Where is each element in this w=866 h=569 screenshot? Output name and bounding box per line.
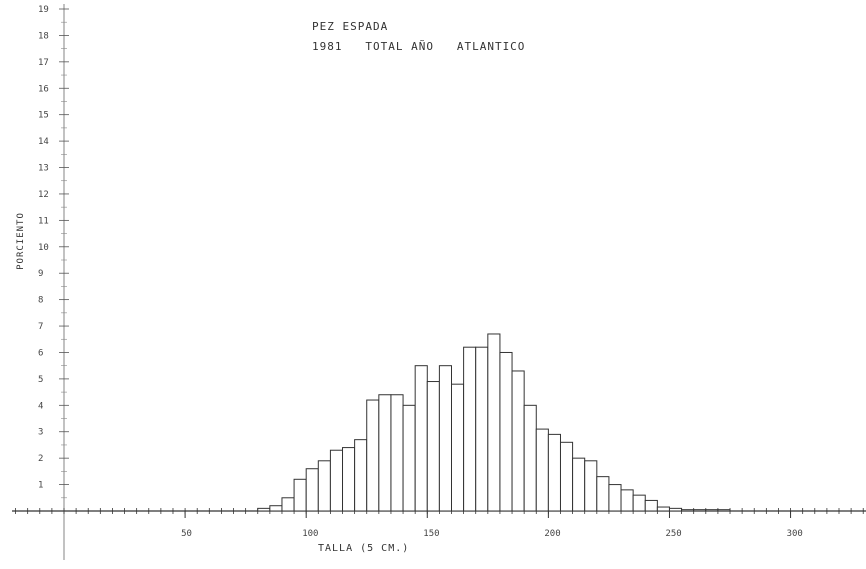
y-tick-label: 5 — [38, 375, 43, 385]
chart-subtitle: 1981 TOTAL AÑO ATLANTICO — [312, 40, 526, 53]
x-tick-label: 50 — [181, 529, 192, 539]
histogram-bar — [426, 381, 440, 512]
histogram-bar — [463, 346, 477, 512]
histogram-bar — [487, 333, 501, 512]
y-tick-label: 2 — [38, 454, 43, 464]
histogram-bar — [475, 346, 489, 512]
y-tick-label: 6 — [38, 348, 43, 358]
y-tick-label: 10 — [38, 243, 49, 253]
chart-title: PEZ ESPADA — [312, 20, 389, 33]
histogram-bar — [693, 509, 707, 512]
histogram-bar — [535, 428, 549, 512]
histogram-bar — [378, 394, 392, 512]
histogram-bar — [414, 365, 428, 512]
histogram-bar — [547, 433, 561, 512]
y-tick-label: 16 — [38, 84, 49, 94]
x-tick-label: 200 — [544, 529, 560, 539]
x-tick-label: 300 — [787, 529, 803, 539]
x-tick-label: 150 — [423, 529, 439, 539]
histogram-bar — [293, 478, 307, 512]
histogram-bar — [329, 449, 344, 512]
histogram-bar — [596, 476, 610, 512]
y-tick-label: 14 — [38, 137, 49, 147]
histogram-bar — [572, 457, 586, 512]
histogram-bar — [402, 404, 416, 512]
histogram-bar — [681, 509, 695, 512]
histogram-bar — [281, 497, 295, 512]
y-tick-label: 8 — [38, 296, 43, 306]
histogram-bar — [584, 460, 598, 512]
histogram-bar — [559, 441, 574, 512]
y-tick-label: 4 — [38, 401, 43, 411]
histogram-bar — [390, 394, 404, 512]
histogram-bar — [257, 507, 271, 512]
histogram-bar — [354, 439, 368, 512]
histogram-bar — [305, 468, 319, 512]
histogram-bar — [608, 484, 622, 512]
y-tick-label: 1 — [38, 481, 43, 491]
y-tick-label: 9 — [38, 269, 43, 279]
histogram-bar — [523, 404, 537, 512]
y-tick-label: 17 — [38, 58, 49, 68]
histogram-bar — [366, 399, 380, 512]
histogram-bar — [668, 507, 683, 512]
y-tick-label: 18 — [38, 31, 49, 41]
histogram-bar — [317, 460, 331, 512]
y-axis-label: PORCIENTO — [16, 212, 26, 270]
x-axis-label: TALLA (5 CM.) — [318, 543, 410, 554]
y-tick-label: 19 — [38, 5, 49, 15]
histogram-bar — [438, 365, 452, 512]
histogram-bar — [511, 370, 525, 512]
y-tick-label: 3 — [38, 428, 43, 438]
histogram-bar — [451, 383, 465, 512]
y-tick-label: 13 — [38, 164, 49, 174]
histogram-bar — [656, 506, 670, 512]
x-tick-label: 250 — [665, 529, 681, 539]
histogram-bar — [269, 505, 283, 512]
histogram-bar — [342, 447, 356, 512]
y-tick-label: 15 — [38, 111, 49, 121]
y-tick-label: 12 — [38, 190, 49, 200]
histogram-bar — [499, 351, 513, 512]
histogram-bar — [644, 499, 658, 512]
histogram-bar — [717, 509, 731, 512]
histogram-bar — [620, 489, 634, 512]
y-tick-label: 11 — [38, 216, 49, 226]
x-tick-label: 100 — [302, 529, 318, 539]
y-tick-label: 7 — [38, 322, 43, 332]
histogram-bar — [705, 509, 719, 512]
histogram-bar — [632, 494, 646, 512]
